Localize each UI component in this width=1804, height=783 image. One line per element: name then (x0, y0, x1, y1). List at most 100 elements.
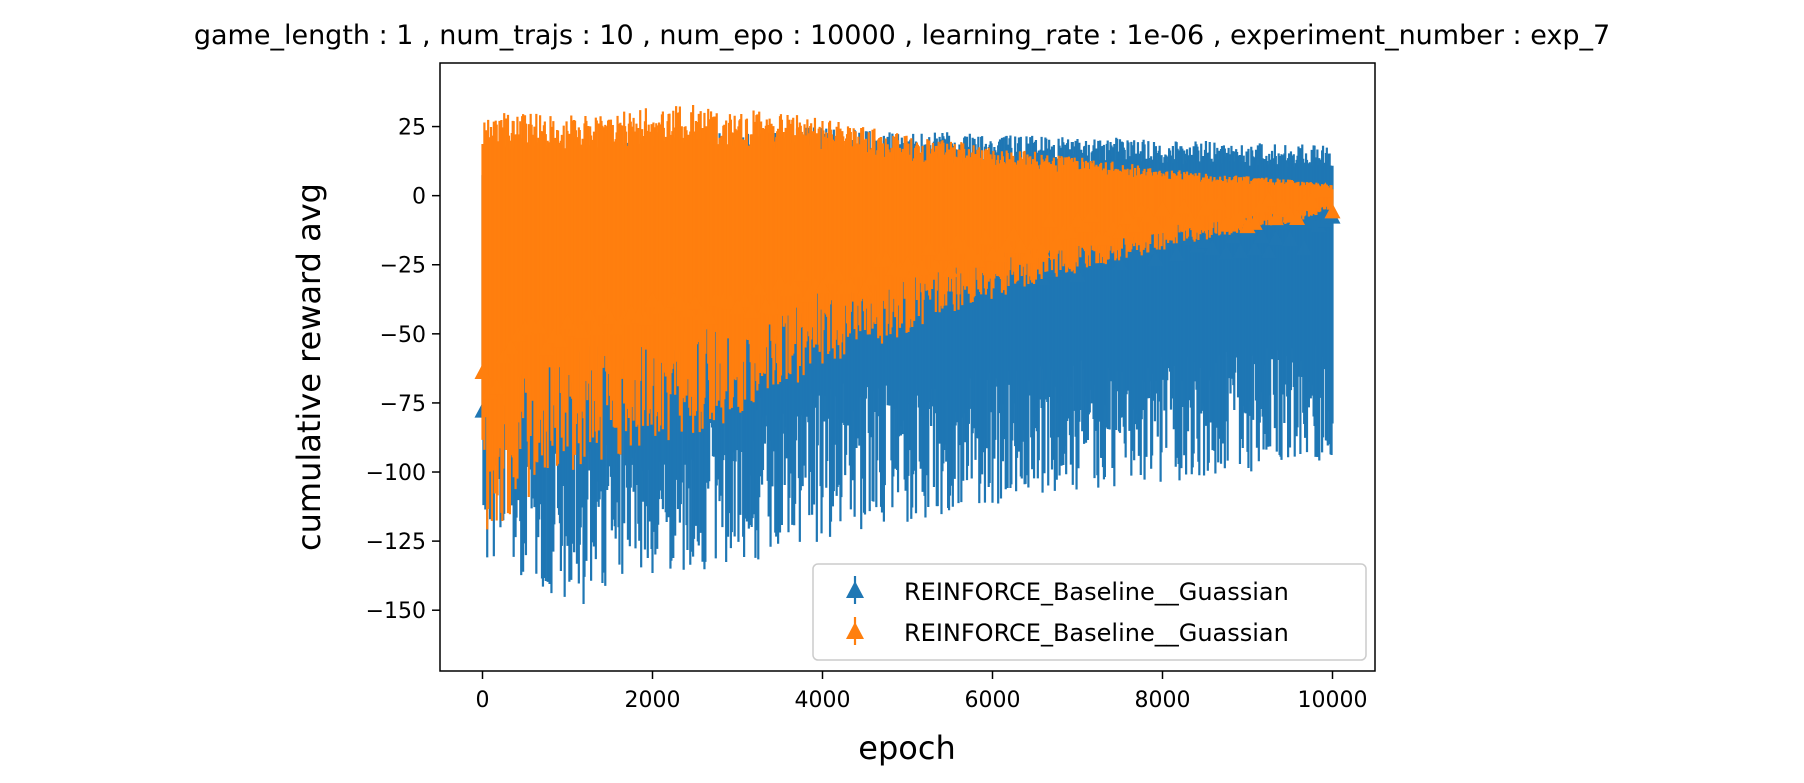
data-point-marker (998, 237, 1015, 253)
data-point-marker (1246, 240, 1263, 256)
plot-frame (439, 62, 1376, 672)
data-point-marker (934, 245, 951, 261)
data-point-marker (587, 319, 604, 335)
data-point-marker (502, 339, 519, 355)
data-point-marker (1076, 254, 1093, 270)
x-tick-label: 4000 (795, 688, 851, 713)
data-point-marker (1303, 192, 1320, 208)
data-point-marker (1189, 215, 1206, 231)
plot-marks (474, 105, 1341, 604)
y-tick-label: −25 (380, 254, 426, 279)
legend-label: REINFORCE_Baseline__Guassian (904, 578, 1289, 606)
data-point-marker (956, 238, 973, 254)
data-point-marker (913, 259, 930, 275)
y-tick-label: −50 (380, 323, 426, 348)
x-tick-label: 10000 (1298, 688, 1368, 713)
data-point-marker (977, 229, 994, 245)
data-point-marker (1119, 209, 1136, 225)
data-point-marker (602, 309, 618, 325)
data-point-marker (849, 261, 866, 277)
data-point-marker (920, 240, 937, 256)
data-point-marker (559, 314, 576, 330)
data-point-marker (1027, 233, 1043, 249)
data-point-marker (942, 262, 958, 278)
y-tick-label: −150 (366, 599, 426, 624)
data-point-marker (1062, 223, 1079, 239)
data-point-marker (1097, 230, 1114, 246)
data-point-marker (1225, 213, 1242, 229)
data-point-marker (793, 266, 810, 282)
x-axis-title: epoch (858, 729, 955, 767)
y-tick-label: −75 (380, 392, 426, 417)
x-axis-ticks: 0 2000 4000 6000 8000 10000 (476, 671, 1368, 713)
data-point-marker (857, 280, 873, 296)
data-point-marker (786, 278, 803, 294)
y-tick-label: 0 (412, 185, 426, 210)
data-point-marker (1147, 251, 1164, 267)
data-point-marker (573, 323, 590, 339)
data-point-marker (864, 269, 881, 285)
chart-title: game_length : 1 , num_trajs : 10 , num_e… (194, 20, 1610, 51)
data-point-marker (736, 292, 753, 308)
data-point-marker (1253, 228, 1270, 244)
data-point-marker (1126, 217, 1143, 233)
data-point-marker (764, 299, 781, 315)
data-point-marker (927, 257, 944, 273)
data-point-marker (1274, 199, 1291, 215)
legend-swatch-marker (846, 622, 864, 639)
data-point-marker (1260, 243, 1277, 259)
data-point-marker (1225, 228, 1242, 244)
data-point-marker (1076, 217, 1093, 233)
data-point-marker (1204, 239, 1221, 255)
legend-swatch-marker (846, 581, 864, 598)
data-point-marker (1034, 242, 1051, 258)
data-point-marker (637, 310, 654, 326)
data-point-marker (878, 251, 895, 267)
data-point-marker (580, 305, 597, 321)
data-point-marker (1253, 196, 1270, 212)
data-point-marker (1324, 203, 1341, 219)
data-point-marker (1168, 246, 1185, 262)
data-point-marker (1267, 230, 1284, 246)
data-point-marker (743, 303, 760, 319)
legend-box (812, 563, 1367, 661)
data-point-marker (538, 340, 555, 356)
data-point-marker (1019, 248, 1036, 264)
data-point-marker (1296, 239, 1313, 255)
data-point-marker (1069, 266, 1086, 282)
y-tick-label: 25 (398, 116, 426, 141)
y-axis-title: cumulative reward avg (290, 183, 328, 551)
data-point-marker (594, 299, 611, 315)
data-point-marker (1267, 210, 1284, 226)
data-point-marker (1218, 244, 1235, 260)
data-point-marker (828, 265, 845, 281)
data-point-marker (970, 252, 987, 268)
data-point-marker (842, 277, 859, 293)
data-point-marker (1232, 243, 1249, 259)
data-point-marker (1126, 245, 1143, 261)
data-point-marker (1112, 255, 1128, 271)
data-point-marker (1175, 198, 1192, 214)
x-tick-label: 6000 (965, 688, 1021, 713)
data-point-marker (1289, 209, 1306, 225)
data-point-marker (495, 348, 512, 364)
data-point-marker (1041, 212, 1058, 228)
data-point-marker (616, 309, 633, 325)
data-point-marker (1140, 206, 1157, 222)
x-tick-label: 2000 (625, 688, 681, 713)
x-tick-label: 0 (476, 688, 490, 713)
data-point-marker (651, 298, 668, 314)
data-point-marker (1147, 215, 1164, 231)
data-point-marker (1197, 233, 1213, 249)
data-point-marker (1005, 225, 1022, 241)
data-point-marker (1282, 230, 1298, 246)
y-tick-label: −100 (366, 461, 426, 486)
y-tick-label: −125 (366, 530, 426, 555)
data-point-marker (488, 379, 505, 395)
series-2 (474, 105, 1341, 530)
data-point-marker (1211, 194, 1228, 210)
data-point-marker (609, 319, 626, 335)
data-point-marker (1012, 238, 1029, 254)
data-point-marker (1317, 182, 1334, 198)
